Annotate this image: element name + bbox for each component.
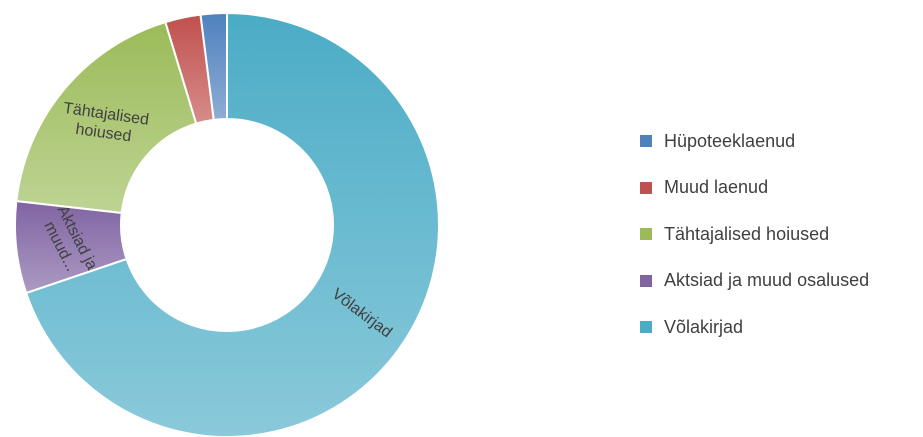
legend-label: Hüpoteeklaenud bbox=[664, 130, 796, 151]
legend-item-tahtajalised-hoiused: Tähtajalised hoiused bbox=[640, 211, 869, 258]
legend-label: Võlakirjad bbox=[664, 316, 744, 337]
legend-label: Tähtajalised hoiused bbox=[664, 223, 830, 244]
legend-label: Muud laenud bbox=[664, 177, 769, 198]
legend-swatch bbox=[640, 274, 652, 287]
legend-swatch bbox=[640, 321, 652, 334]
chart-legend: Hüpoteeklaenud Muud laenud Tähtajalised … bbox=[640, 118, 869, 351]
legend-label: Aktsiad ja muud osalused bbox=[664, 270, 870, 291]
legend-swatch bbox=[640, 228, 652, 241]
slice-tahtajalised-hoiused bbox=[15, 20, 198, 215]
legend-item-hupoteeklaenud: Hüpoteeklaenud bbox=[640, 118, 869, 165]
legend-swatch bbox=[640, 181, 652, 194]
legend-item-aktsiad-ja-muud-osalused: Aktsiad ja muud osalused bbox=[640, 258, 869, 305]
legend-swatch bbox=[640, 135, 652, 148]
legend-item-volakirjad: Võlakirjad bbox=[640, 304, 869, 351]
legend-item-muud-laenud: Muud laenud bbox=[640, 165, 869, 212]
